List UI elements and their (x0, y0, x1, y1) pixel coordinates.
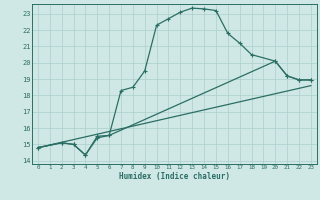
X-axis label: Humidex (Indice chaleur): Humidex (Indice chaleur) (119, 172, 230, 181)
